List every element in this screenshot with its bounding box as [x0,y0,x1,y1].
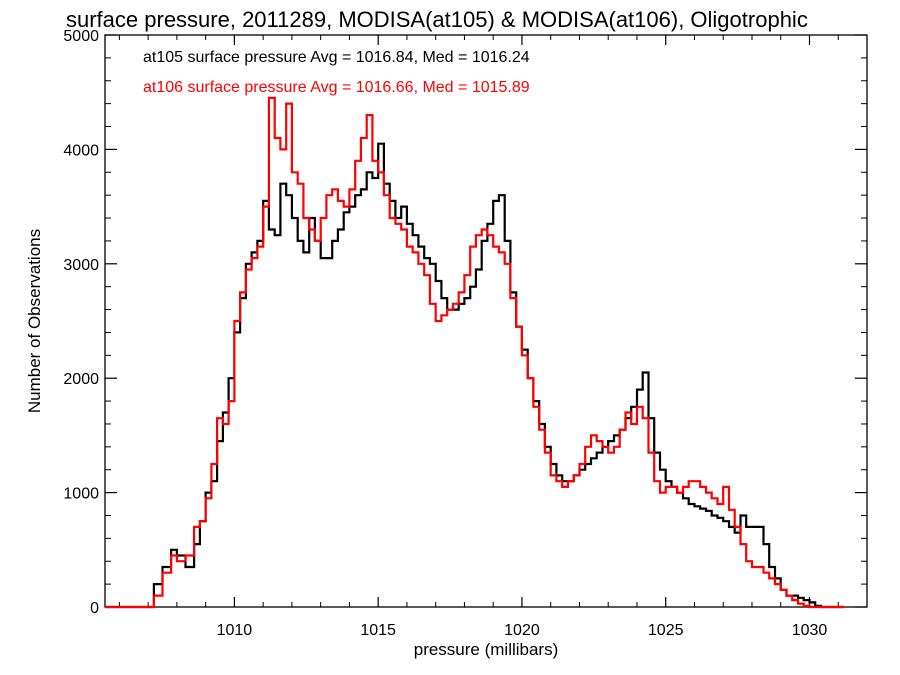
series-group [105,96,844,609]
tick-labels: 1010 1015 1020 1025 1030 0 1000 2000 3000 4000 500… [63,28,827,639]
x-tick-label: 1030 [792,622,828,639]
y-tick-label: 3000 [63,257,99,274]
legend-entry-at106: at106 surface pressure Avg = 1016.66, Me… [143,79,530,96]
x-tick-label: 1010 [217,622,253,639]
legend: at105 surface pressure Avg = 1016.84, Me… [143,49,530,96]
axis-ticks [105,34,868,608]
legend-entry-at105: at105 surface pressure Avg = 1016.84, Me… [143,49,530,66]
y-tick-label: 2000 [63,371,99,388]
x-axis-label: pressure (millibars) [414,640,559,659]
x-tick-label: 1020 [504,622,540,639]
plot-frame [104,34,868,608]
x-tick-label: 1025 [648,622,684,639]
chart-title: surface pressure, 2011289, MODISA(at105)… [66,7,808,32]
y-tick-label: 0 [90,600,99,617]
y-axis-label: Number of Observations [25,229,44,413]
y-tick-label: 5000 [63,28,99,45]
y-tick-label: 4000 [63,142,99,159]
y-tick-label: 1000 [63,486,99,503]
series-line-at105 [105,142,844,609]
series-line-at106 [105,96,844,609]
x-tick-label: 1015 [360,622,396,639]
